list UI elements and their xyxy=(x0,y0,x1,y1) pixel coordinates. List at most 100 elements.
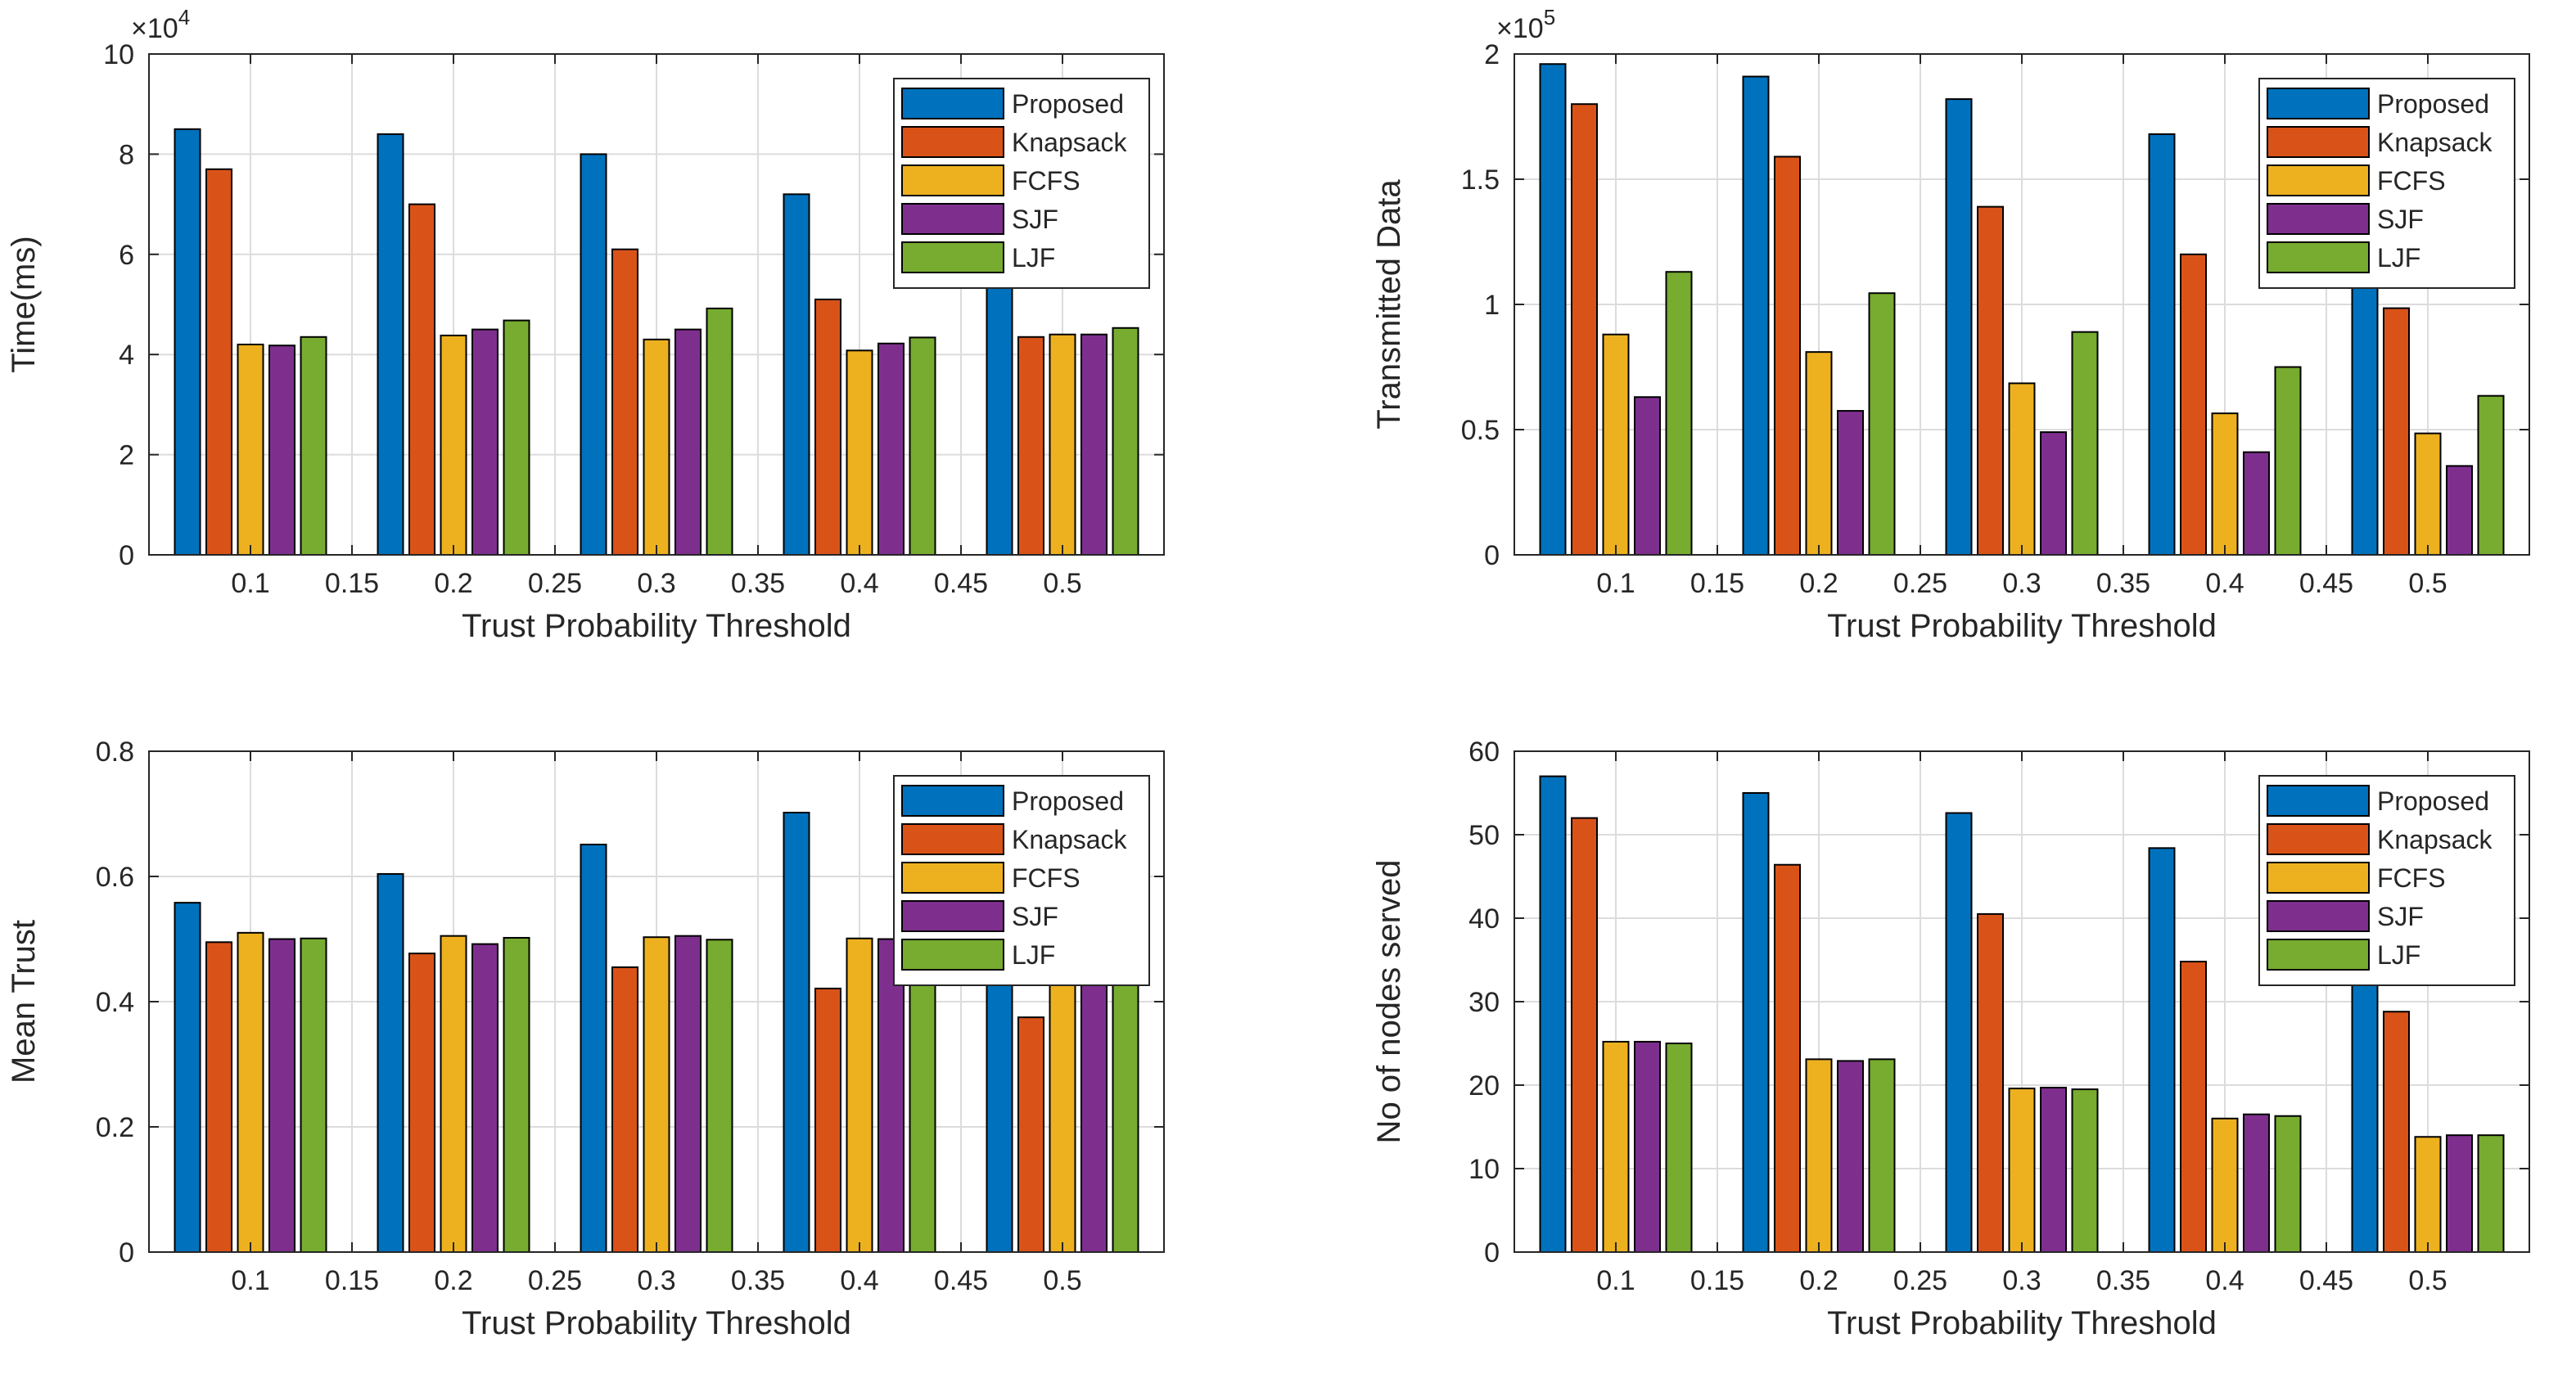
bar-ljf-5 xyxy=(2477,394,2505,556)
x-tick-label: 0.4 xyxy=(2205,568,2244,599)
x-tick-label: 0.3 xyxy=(637,568,675,599)
x-tick-label: 0.1 xyxy=(1596,1265,1635,1296)
bar-fcfs-1 xyxy=(1602,1040,1630,1253)
bar-ljf-3 xyxy=(706,307,733,556)
bar-fcfs-2 xyxy=(1805,351,1833,556)
x-tick-label: 0.1 xyxy=(231,1265,269,1296)
axis-exponent-label: ×105 xyxy=(1496,5,1555,44)
y-axis-label: Transmitted Data xyxy=(1371,179,1407,430)
legend: Proposed Knapsack FCFS SJF LJF xyxy=(893,775,1150,986)
x-tick-label: 0.25 xyxy=(1893,568,1947,599)
x-tick-label: 0.4 xyxy=(840,1265,878,1296)
bar-ljf-3 xyxy=(2071,331,2099,556)
legend-label-sjf: SJF xyxy=(1012,902,1058,931)
x-tick-label: 0.35 xyxy=(2096,568,2150,599)
x-tick-label: 0.3 xyxy=(637,1265,675,1296)
legend-label-fcfs: FCFS xyxy=(1012,166,1080,196)
bar-ljf-3 xyxy=(706,939,733,1253)
legend-label-fcfs: FCFS xyxy=(2377,863,2446,893)
y-tick-label: 20 xyxy=(1468,1070,1500,1101)
bar-fcfs-5 xyxy=(1049,333,1076,556)
x-tick-label: 0.45 xyxy=(2299,568,2353,599)
legend-swatch-sjf xyxy=(901,900,1004,932)
chart-2: 0.1 0.15 0.2 0.25 0.3 0.35 0.4 0.45 0.5 0 0.5 1 1.5 2… xyxy=(1371,5,2530,644)
bar-proposed-4 xyxy=(783,193,810,556)
legend-swatch-ljf xyxy=(901,241,1004,273)
legend-label-sjf: SJF xyxy=(2377,205,2424,234)
legend-swatch-knapsack xyxy=(2267,823,2370,855)
x-tick-label: 0.15 xyxy=(325,568,379,599)
x-axis-label: Trust Probability Threshold xyxy=(462,608,851,644)
legend-label-knapsack: Knapsack xyxy=(2377,128,2493,157)
legend: Proposed Knapsack FCFS SJF LJF xyxy=(893,78,1150,289)
legend-label-fcfs: FCFS xyxy=(1012,863,1080,893)
axis-exponent-power: 4 xyxy=(178,5,190,29)
y-tick-label: 0.6 xyxy=(96,862,134,893)
x-tick-label: 0.1 xyxy=(231,568,269,599)
bar-proposed-3 xyxy=(1945,98,1973,556)
bar-ljf-4 xyxy=(2274,366,2302,556)
y-tick-label: 2 xyxy=(1484,39,1500,70)
x-tick-label: 0.5 xyxy=(2408,568,2447,599)
legend-label-sjf: SJF xyxy=(1012,205,1058,234)
legend-label-sjf: SJF xyxy=(2377,902,2424,931)
legend-label-knapsack: Knapsack xyxy=(1012,825,1128,854)
y-tick-label: 0.2 xyxy=(96,1112,134,1143)
bar-proposed-1 xyxy=(174,128,201,556)
legend-swatch-sjf xyxy=(2267,203,2370,235)
bar-ljf-5 xyxy=(1112,327,1139,556)
x-tick-label: 0.35 xyxy=(731,1265,785,1296)
axis-exponent-power: 5 xyxy=(1544,5,1555,29)
bar-sjf-5 xyxy=(2446,1134,2473,1253)
bar-proposed-2 xyxy=(377,872,404,1253)
bar-proposed-4 xyxy=(2148,847,2176,1253)
y-tick-label: 50 xyxy=(1468,820,1500,851)
bar-sjf-3 xyxy=(674,328,702,556)
y-axis-label: Mean Trust xyxy=(6,920,42,1083)
x-tick-label: 0.2 xyxy=(1799,1265,1838,1296)
bar-fcfs-2 xyxy=(440,935,467,1254)
y-tick-label: 4 xyxy=(119,340,134,371)
legend-swatch-proposed xyxy=(2267,88,2370,119)
legend-swatch-proposed xyxy=(2267,785,2370,817)
x-tick-label: 0.35 xyxy=(2096,1265,2150,1296)
y-axis-label: No of nodes served xyxy=(1371,860,1407,1144)
legend-swatch-fcfs xyxy=(2267,164,2370,196)
bar-sjf-2 xyxy=(1837,1060,1864,1254)
bar-proposed-2 xyxy=(1742,75,1770,556)
bar-ljf-2 xyxy=(1868,1058,1896,1253)
bar-ljf-1 xyxy=(300,336,327,556)
legend-label-proposed: Proposed xyxy=(2377,89,2489,119)
bar-sjf-1 xyxy=(1634,396,1661,556)
bar-sjf-3 xyxy=(674,935,702,1254)
x-tick-label: 0.5 xyxy=(2408,1265,2447,1296)
y-tick-label: 10 xyxy=(103,39,134,70)
x-tick-label: 0.45 xyxy=(2299,1265,2353,1296)
legend-label-ljf: LJF xyxy=(2377,940,2420,970)
legend-swatch-sjf xyxy=(901,203,1004,235)
legend-swatch-ljf xyxy=(2267,939,2370,971)
bar-knapsack-1 xyxy=(1571,817,1598,1253)
bar-knapsack-2 xyxy=(1774,863,1801,1253)
bar-sjf-4 xyxy=(877,938,905,1253)
legend-swatch-proposed xyxy=(901,88,1004,119)
x-tick-label: 0.3 xyxy=(2002,1265,2041,1296)
bar-ljf-1 xyxy=(1665,271,1693,556)
y-tick-label: 10 xyxy=(1468,1154,1500,1185)
y-tick-label: 40 xyxy=(1468,903,1500,935)
bar-sjf-1 xyxy=(268,345,295,556)
bar-fcfs-5 xyxy=(1049,939,1076,1253)
axis-exponent-base: ×10 xyxy=(131,13,178,44)
x-tick-label: 0.15 xyxy=(1690,568,1744,599)
bar-proposed-2 xyxy=(377,133,404,556)
bar-ljf-2 xyxy=(1868,292,1896,556)
y-tick-label: 60 xyxy=(1468,737,1500,768)
chart-1: 0.1 0.15 0.2 0.25 0.3 0.35 0.4 0.45 0.5 0 2 4 6 8 10 Tr… xyxy=(6,5,1165,644)
y-tick-label: 2 xyxy=(119,440,134,471)
x-tick-label: 0.4 xyxy=(2205,1265,2244,1296)
y-tick-label: 0 xyxy=(1484,540,1500,571)
bar-proposed-1 xyxy=(1539,775,1567,1253)
legend-swatch-knapsack xyxy=(901,823,1004,855)
bar-fcfs-4 xyxy=(2211,412,2239,556)
